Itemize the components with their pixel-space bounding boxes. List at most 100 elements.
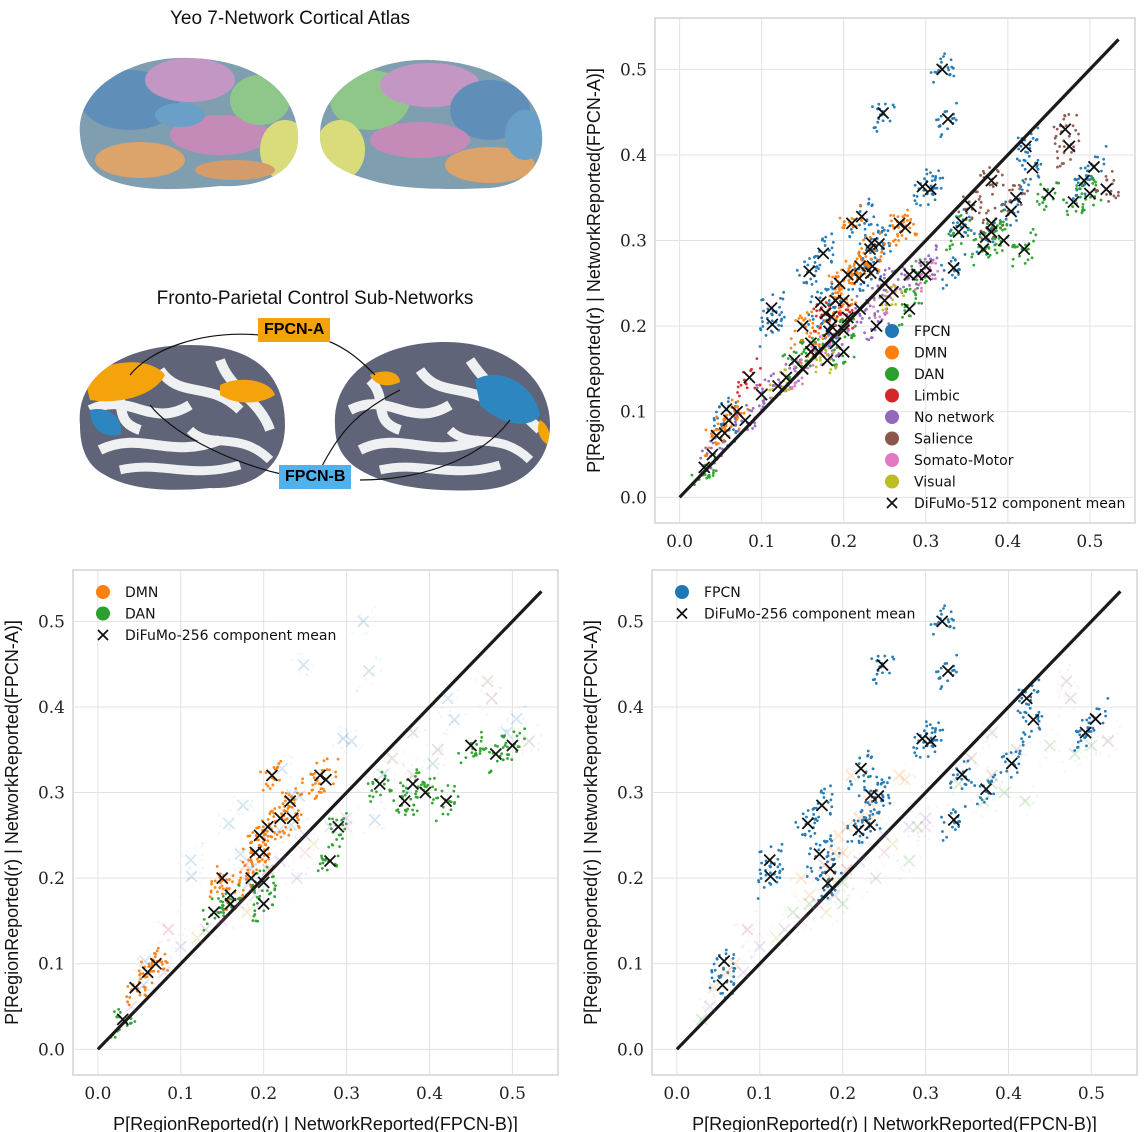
sample-point	[736, 391, 739, 394]
sample-point	[987, 744, 991, 747]
sample-point	[286, 896, 289, 899]
sample-point	[957, 273, 960, 276]
sample-point	[776, 922, 780, 925]
sample-point	[807, 313, 811, 317]
sample-point	[920, 301, 924, 305]
component-mean-marker	[137, 978, 150, 992]
component-mean-marker	[174, 940, 187, 953]
component-mean-marker	[916, 732, 929, 745]
sample-point	[941, 176, 945, 180]
sample-point	[968, 767, 971, 771]
sample-point	[886, 844, 889, 848]
sample-point	[805, 875, 809, 878]
sample-point	[161, 962, 164, 966]
sample-point	[402, 765, 406, 768]
sample-point	[271, 903, 274, 907]
sample-point	[810, 282, 814, 286]
sample-point	[930, 261, 934, 265]
sample-point	[280, 793, 284, 797]
sample-point	[266, 839, 270, 843]
sample-point	[939, 687, 943, 690]
sample-point	[833, 843, 837, 846]
legend-swatch	[885, 367, 899, 381]
sample-point	[451, 698, 454, 701]
sample-point	[288, 805, 291, 809]
sample-point	[991, 192, 994, 196]
component-mean-marker	[207, 906, 221, 919]
sample-point	[804, 910, 808, 914]
sample-point	[1066, 668, 1070, 672]
sample-point	[400, 784, 404, 787]
sample-point	[851, 231, 854, 234]
component-mean-marker	[431, 743, 444, 756]
sample-point	[815, 819, 819, 823]
sample-point	[872, 808, 876, 811]
sample-point	[1095, 752, 1098, 755]
sample-point	[835, 894, 839, 898]
sample-point	[252, 914, 256, 918]
sample-point	[838, 834, 842, 838]
sample-point	[841, 852, 845, 855]
sample-point	[331, 744, 335, 748]
sample-point	[1064, 695, 1068, 698]
sample-point	[341, 737, 345, 740]
sample-point	[832, 892, 836, 895]
sample-point	[1028, 808, 1032, 812]
sample-point	[846, 824, 850, 828]
component-mean-marker	[184, 854, 197, 867]
sample-point	[276, 856, 280, 860]
sample-point	[237, 866, 241, 869]
sample-point	[889, 214, 893, 217]
sample-point	[233, 872, 237, 876]
sample-point	[1107, 754, 1111, 757]
sample-point	[899, 866, 903, 869]
sample-point	[977, 211, 981, 215]
component-mean-marker	[886, 837, 899, 851]
sample-point	[487, 771, 491, 775]
sample-point	[260, 858, 264, 862]
sample-point	[536, 723, 539, 727]
sample-point	[858, 834, 862, 838]
sample-point	[902, 285, 905, 289]
sample-point	[221, 894, 225, 898]
sample-point	[819, 866, 822, 870]
sample-point	[840, 342, 844, 346]
sample-point	[1011, 257, 1015, 261]
sample-point	[929, 736, 933, 740]
sample-point	[278, 778, 281, 782]
sample-point	[995, 785, 999, 789]
sample-point	[335, 831, 339, 835]
sample-point	[994, 771, 998, 775]
x-tick-label: 0.5	[1078, 1084, 1105, 1104]
sample-point	[875, 811, 879, 815]
sample-point	[860, 219, 864, 223]
sample-point	[446, 812, 450, 816]
sample-point	[852, 264, 856, 268]
sample-point	[939, 186, 943, 190]
sample-point	[406, 807, 410, 811]
sample-point	[333, 840, 336, 844]
sample-point	[261, 825, 265, 829]
sample-point	[355, 689, 359, 693]
sample-point	[276, 852, 280, 856]
sample-point	[1082, 755, 1086, 759]
chart-bottom-left: 0.0 0.1 0.2 0.3 0.4 0.50.00.10.20.30.40.5P[Re…	[2, 569, 559, 1132]
sample-point	[847, 328, 850, 332]
x-tick-label: 0.3	[912, 1084, 939, 1104]
sample-point	[1056, 165, 1059, 169]
fpcn-a-label: FPCN-A	[258, 318, 331, 342]
sample-point	[263, 857, 267, 861]
sample-point	[790, 885, 794, 888]
sample-point	[952, 626, 956, 630]
sample-point	[865, 836, 869, 840]
sample-point	[869, 877, 873, 881]
sample-point	[993, 206, 997, 210]
sample-point	[273, 895, 277, 898]
sample-point	[371, 682, 374, 685]
component-mean-marker	[1019, 140, 1033, 153]
sample-point	[869, 855, 873, 859]
sample-point	[819, 873, 823, 877]
sample-point	[380, 826, 384, 830]
component-mean-marker	[818, 859, 831, 872]
sample-point	[1094, 183, 1098, 187]
